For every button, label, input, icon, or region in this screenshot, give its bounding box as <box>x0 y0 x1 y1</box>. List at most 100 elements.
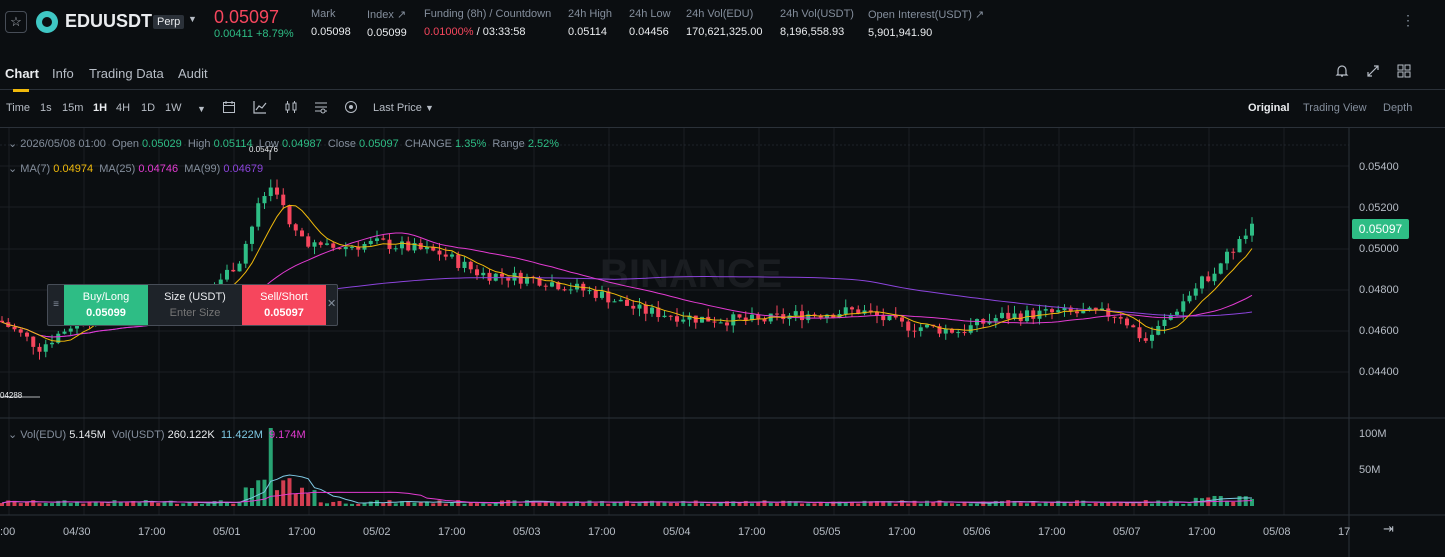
volume-bar <box>850 501 854 506</box>
interval-1h[interactable]: 1H <box>93 102 108 114</box>
volume-bar <box>906 503 911 506</box>
stat-value: 0.05098 <box>311 26 351 38</box>
volume-bar <box>1018 502 1023 506</box>
price-type-select[interactable]: Last Price ▼ <box>373 102 434 114</box>
candle-body <box>1143 338 1148 341</box>
volume-bar <box>25 502 29 506</box>
sell-short-button[interactable]: Sell/Short 0.05097 <box>242 285 326 325</box>
stat-label: 24h Vol(EDU) <box>686 8 754 20</box>
interval-time[interactable]: Time <box>6 102 31 114</box>
interval-15m[interactable]: 15m <box>62 102 84 114</box>
volume-bar <box>568 501 573 506</box>
view-trading-view[interactable]: Trading View <box>1303 102 1367 114</box>
volume-bar <box>343 503 348 506</box>
stat-open-interest[interactable]: Open Interest(USDT) ↗ 5,901,941.90 <box>868 8 984 39</box>
tab-trading-data[interactable]: Trading Data <box>89 66 164 81</box>
volume-bar <box>487 503 492 506</box>
expand-icon[interactable] <box>1364 64 1382 82</box>
volume-bar <box>350 503 354 506</box>
volume-bar <box>1181 503 1186 506</box>
volume-bar <box>443 503 448 506</box>
tab-audit[interactable]: Audit <box>178 66 208 81</box>
interval-1s[interactable]: 1s <box>40 102 52 114</box>
volume-bar <box>1025 503 1029 506</box>
volume-bar <box>1043 502 1048 506</box>
candle-body <box>18 329 23 333</box>
interval-1w[interactable]: 1W <box>165 102 182 114</box>
candle-body <box>218 279 223 286</box>
candle-body <box>800 311 804 321</box>
chart-settings-icon[interactable] <box>314 100 328 117</box>
price-axis-label: 0.04800 <box>1359 284 1399 296</box>
chevron-down-icon[interactable]: ⌄ <box>8 163 21 175</box>
candle-body <box>1237 239 1242 253</box>
volume-bar <box>925 500 929 506</box>
kline-chart[interactable]: BINANCE <box>0 128 1445 557</box>
volume-bar <box>1100 502 1104 506</box>
close-icon[interactable]: ✕ <box>327 298 337 310</box>
candle-body <box>281 194 286 206</box>
volume-bar <box>181 503 186 506</box>
indicator-icon[interactable] <box>253 100 267 117</box>
volume-bar <box>356 503 361 506</box>
volume-bar <box>1225 501 1229 506</box>
stat-label: Funding (8h) / Countdown <box>424 8 552 20</box>
chart-gridlines <box>0 128 1349 515</box>
candle-body <box>912 330 917 332</box>
volume-bar <box>668 503 673 506</box>
low-label: Low <box>258 138 279 150</box>
symbol-name[interactable]: EDUUSDT <box>65 11 153 31</box>
volume-bar <box>1250 498 1254 506</box>
volume-bar <box>62 500 67 506</box>
volume-bar <box>937 500 942 506</box>
scroll-to-latest-icon[interactable]: ⇥ <box>1383 521 1394 536</box>
layout-grid-icon[interactable] <box>1395 64 1413 82</box>
interval-1d[interactable]: 1D <box>141 102 156 114</box>
buy-long-button[interactable]: Buy/Long 0.05099 <box>64 285 148 325</box>
volume-bar <box>831 501 836 506</box>
candle-body <box>612 301 617 303</box>
volume-bar <box>68 503 73 506</box>
tab-info[interactable]: Info <box>52 66 74 81</box>
volume-bar <box>793 501 798 506</box>
tab-chart[interactable]: Chart <box>5 66 39 92</box>
interval-dropdown-icon[interactable]: ▼ <box>197 104 206 114</box>
drag-handle-icon[interactable]: ≡ <box>53 299 59 310</box>
volume-bar <box>156 502 161 506</box>
volume-bar <box>262 479 267 506</box>
interval-4h[interactable]: 4H <box>116 102 131 114</box>
candle-body <box>1200 276 1204 289</box>
quick-trade-panel: ≡ Buy/Long 0.05099 Size (USDT) Sell/Shor… <box>47 284 338 326</box>
candle-body <box>12 326 17 330</box>
open-value: 0.05029 <box>142 138 182 150</box>
view-depth[interactable]: Depth <box>1383 102 1413 114</box>
chevron-down-icon[interactable]: ⌄ <box>8 138 21 150</box>
symbol-dropdown-icon[interactable]: ▼ <box>188 14 197 24</box>
volume-bar <box>825 503 829 506</box>
candle-body <box>987 321 992 324</box>
candle-body <box>356 246 361 250</box>
time-axis-label: 04/30 <box>63 526 91 538</box>
volume-bar <box>1106 502 1111 506</box>
close-value: 0.05097 <box>359 138 399 150</box>
stat-value: 0.05099 <box>367 27 407 39</box>
volume-bar <box>150 502 154 506</box>
favorite-star-icon[interactable]: ☆ <box>5 11 27 33</box>
stat-index[interactable]: Index ↗ 0.05099 <box>367 8 407 39</box>
volume-bar <box>581 502 586 506</box>
price-axis-label: 0.04600 <box>1359 325 1399 337</box>
candle-body <box>1006 312 1011 319</box>
calendar-icon[interactable] <box>222 100 236 117</box>
drawing-tools-icon[interactable] <box>344 100 358 117</box>
candle-body <box>918 327 923 332</box>
price-alert-icon[interactable] <box>1333 64 1351 82</box>
chevron-down-icon[interactable]: ⌄ <box>8 429 21 441</box>
size-input[interactable] <box>155 307 235 319</box>
candle-body <box>543 285 548 287</box>
view-original[interactable]: Original <box>1248 102 1290 114</box>
time-axis-label: 17 <box>1338 526 1351 538</box>
candle-type-icon[interactable] <box>284 100 298 117</box>
stat-label: 24h Vol(USDT) <box>780 8 854 20</box>
change-value: 1.35% <box>455 138 487 150</box>
more-icon[interactable]: ⋮ <box>1401 12 1415 28</box>
